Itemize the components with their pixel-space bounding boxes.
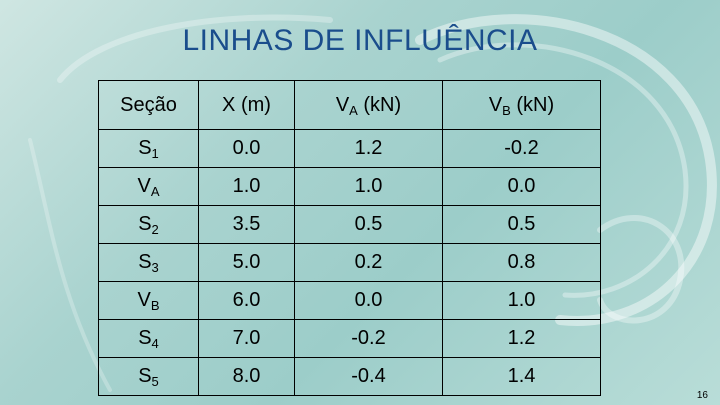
cell-vb: 1.0 [442,281,601,320]
cell-secao: VA [98,167,199,206]
cell-vb: 0.5 [442,205,601,244]
table-row: S3 5.0 0.2 0.8 [98,243,601,282]
cell-va: 0.5 [294,205,443,244]
cell-secao: S2 [98,205,199,244]
cell-va: -0.4 [294,357,443,396]
influence-table: Seção X (m) VA (kN) VB (kN) S1 0.0 1.2 -0.2… [98,80,601,396]
cell-secao: S5 [98,357,199,396]
cell-vb: 1.4 [442,357,601,396]
table-header-row: Seção X (m) VA (kN) VB (kN) [98,80,601,130]
cell-secao: S3 [98,243,199,282]
cell-vb: 0.8 [442,243,601,282]
cell-x: 6.0 [198,281,295,320]
cell-x: 3.5 [198,205,295,244]
header-va: VA (kN) [294,80,443,130]
table-row: VB 6.0 0.0 1.0 [98,281,601,320]
table-row: VA 1.0 1.0 0.0 [98,167,601,206]
table-row: S1 0.0 1.2 -0.2 [98,129,601,168]
cell-secao: S4 [98,319,199,358]
header-vb: VB (kN) [442,80,601,130]
table-row: S4 7.0 -0.2 1.2 [98,319,601,358]
cell-secao: S1 [98,129,199,168]
cell-vb: -0.2 [442,129,601,168]
table-row: S5 8.0 -0.4 1.4 [98,357,601,396]
cell-va: 1.0 [294,167,443,206]
cell-vb: 0.0 [442,167,601,206]
cell-x: 5.0 [198,243,295,282]
cell-va: 1.2 [294,129,443,168]
cell-va: 0.0 [294,281,443,320]
cell-x: 1.0 [198,167,295,206]
slide-title: LINHAS DE INFLUÊNCIA [182,24,538,57]
cell-x: 0.0 [198,129,295,168]
cell-secao: VB [98,281,199,320]
header-x: X (m) [198,80,295,130]
table-row: S2 3.5 0.5 0.5 [98,205,601,244]
cell-va: 0.2 [294,243,443,282]
cell-va: -0.2 [294,319,443,358]
cell-x: 7.0 [198,319,295,358]
cell-x: 8.0 [198,357,295,396]
page-number: 16 [696,390,708,401]
cell-vb: 1.2 [442,319,601,358]
header-secao: Seção [98,80,199,130]
